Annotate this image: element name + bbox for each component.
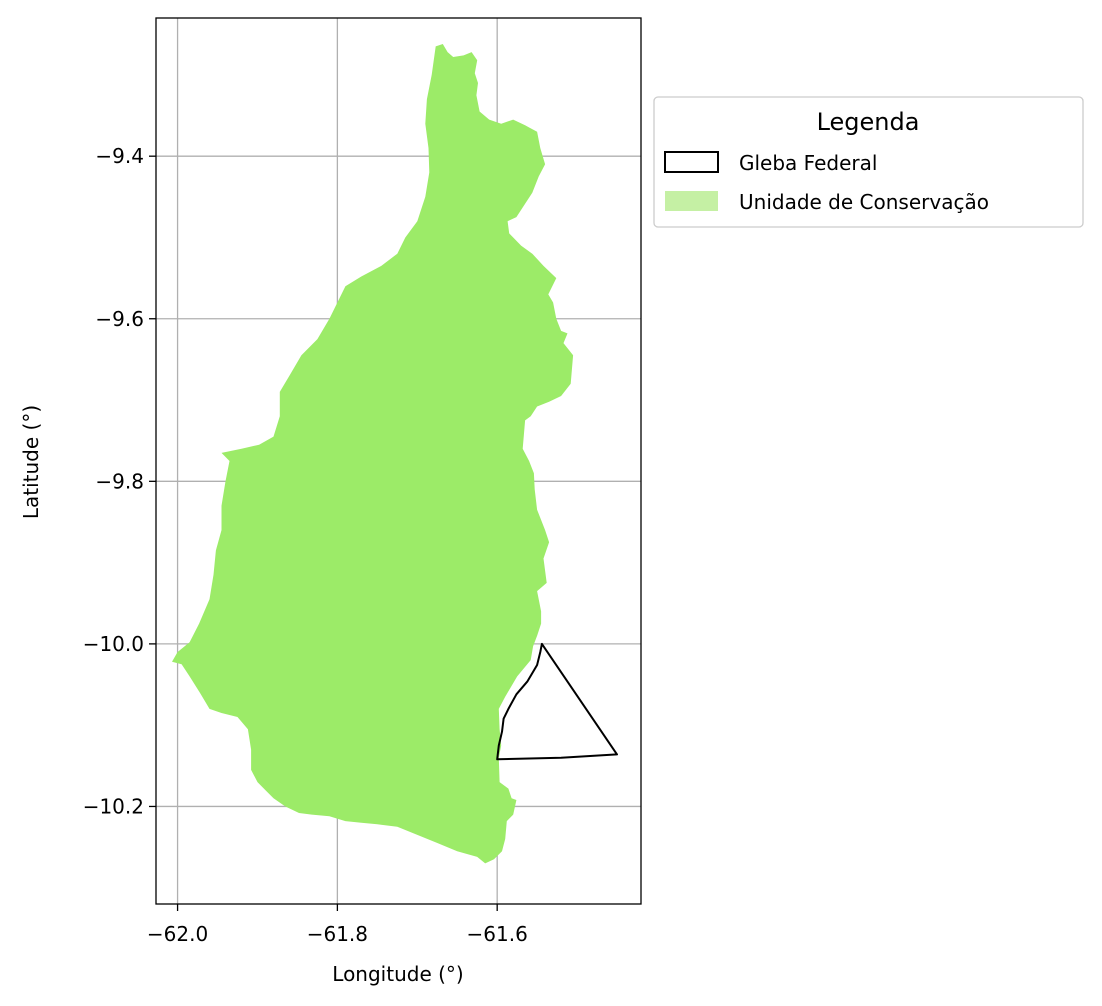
- legend-swatch-gleba-federal: [664, 151, 719, 173]
- y-tick-label: −9.8: [95, 469, 144, 493]
- unidade-de-conservacao-layer: [172, 44, 574, 864]
- gleba-federal-layer: [496, 642, 618, 761]
- x-axis-title: Longitude (°): [332, 962, 463, 986]
- y-axis-title: Latitude (°): [19, 405, 43, 519]
- y-tick-label: −10.2: [83, 794, 144, 818]
- legend-label-unidade-de-conservacao: Unidade de Conservação: [739, 190, 989, 214]
- legend-label-gleba-federal: Gleba Federal: [739, 151, 877, 175]
- x-tick-label: −62.0: [147, 922, 208, 946]
- y-tick-label: −9.6: [95, 307, 144, 331]
- legend-box: [653, 96, 1084, 228]
- y-tick-label: −9.4: [95, 144, 144, 168]
- x-ticks: −62.0 −61.8 −61.6: [147, 904, 528, 946]
- y-tick-label: −10.0: [83, 632, 144, 656]
- axes-frame: [155, 17, 642, 905]
- legend-title: Legenda: [817, 108, 920, 136]
- y-ticks: −9.4 −9.6 −9.8 −10.0 −10.2: [83, 144, 156, 818]
- unidade-de-conservacao-polygon: [172, 44, 574, 864]
- legend: Legenda Gleba Federal Unidade de Conserv…: [653, 96, 1084, 228]
- gleba-federal-polygon: [496, 642, 618, 761]
- x-tick-label: −61.8: [307, 922, 368, 946]
- x-tick-label: −61.6: [467, 922, 528, 946]
- legend-swatch-unidade-de-conservacao: [665, 191, 718, 211]
